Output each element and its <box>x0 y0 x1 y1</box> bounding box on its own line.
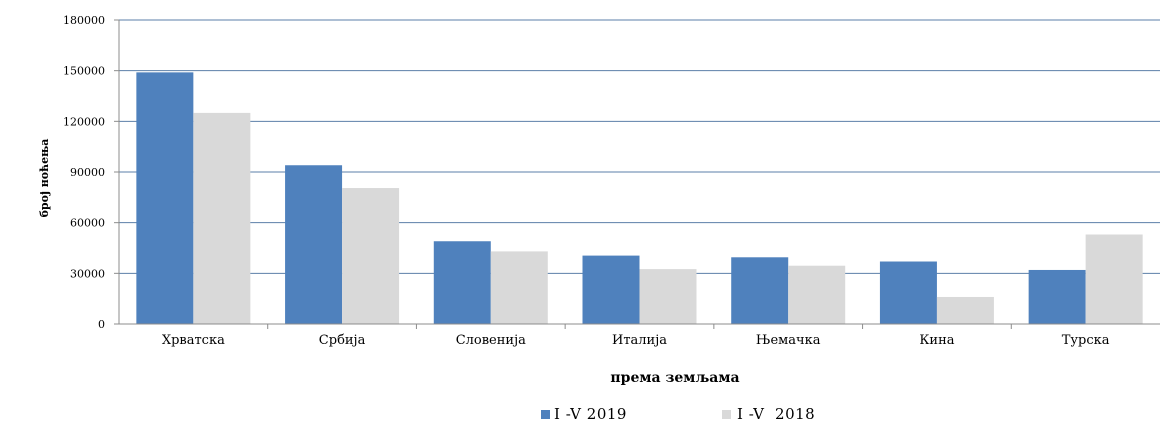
bar-2018 <box>788 265 846 324</box>
y-tick-labels: 0 30000 60000 90000 120000 150000 180000 <box>63 14 105 331</box>
y-tick-label: 30000 <box>70 267 105 280</box>
gridlines <box>119 19 1160 274</box>
bar-2018 <box>936 296 994 324</box>
legend-swatch-2019 <box>541 410 550 419</box>
y-tick-label: 120000 <box>63 115 105 128</box>
y-tick-label: 60000 <box>70 217 105 230</box>
x-tick-label: Италија <box>612 333 667 348</box>
bar-2018 <box>193 112 251 324</box>
x-tick-label: Србија <box>319 333 366 348</box>
bar-2019 <box>1028 269 1086 324</box>
x-tick-label: Турска <box>1062 333 1110 348</box>
y-tick-label: 90000 <box>70 166 105 179</box>
bar-2019 <box>285 165 343 324</box>
bars <box>136 72 1143 324</box>
legend-swatch-2018 <box>722 410 731 419</box>
bar-2018 <box>342 188 400 324</box>
x-tick-labels: Хрватска Србија Словенија Италија Њемачка Кин… <box>162 333 1110 348</box>
y-tick-label: 180000 <box>63 14 105 27</box>
legend-label-2018: I -V 2018 <box>737 405 815 423</box>
x-tick-label: Хрватска <box>162 333 225 348</box>
legend: I -V 2019 I -V 2018 <box>541 405 815 423</box>
x-axis-title: према земљама <box>610 370 739 386</box>
axes <box>114 19 1160 329</box>
bar-2019 <box>879 261 937 324</box>
bar-2018 <box>1085 234 1143 324</box>
bar-2019 <box>136 72 194 324</box>
bar-2019 <box>582 255 640 324</box>
y-tick-label: 150000 <box>63 65 105 78</box>
legend-label-2019: I -V 2019 <box>554 405 627 423</box>
x-tick-label: Њемачка <box>756 333 821 348</box>
x-tick-label: Словенија <box>456 333 526 348</box>
bar-2018 <box>490 251 548 324</box>
y-axis-title: број ноћења <box>38 139 51 218</box>
bar-2019 <box>731 257 789 324</box>
y-tick-label: 0 <box>98 318 105 331</box>
bar-2018 <box>639 269 697 324</box>
x-tick-label: Кина <box>919 333 954 348</box>
bar-2019 <box>433 241 491 324</box>
